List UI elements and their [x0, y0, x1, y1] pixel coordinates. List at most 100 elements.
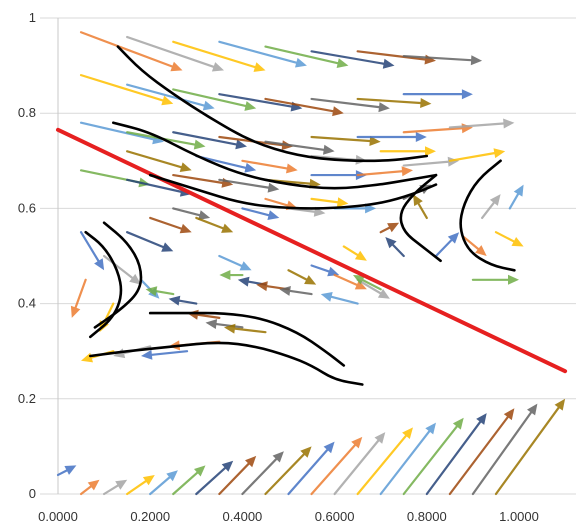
vector-arrow — [310, 436, 363, 496]
vector-arrow — [310, 50, 395, 69]
vector-arrow — [379, 422, 436, 496]
vector-arrow — [126, 35, 224, 72]
trajectory-curve — [148, 311, 346, 367]
vector-arrow — [172, 131, 247, 150]
vector-arrow — [79, 74, 174, 106]
vector-arrow — [187, 309, 221, 320]
vector-arrow — [172, 207, 211, 220]
gridlines — [40, 17, 576, 495]
vector-arrow — [79, 169, 151, 188]
vector-arrow — [279, 286, 313, 296]
vector-arrow — [102, 479, 128, 496]
vector-arrow — [241, 159, 298, 174]
vector-arrow — [481, 194, 501, 220]
vector-arrow — [508, 184, 524, 210]
vector-arrow — [402, 417, 464, 496]
vector-arrow — [462, 235, 487, 256]
vector-arrow — [379, 222, 400, 234]
reference-line-layer — [56, 127, 568, 374]
vector-arrow — [56, 465, 77, 477]
vector-arrow — [342, 245, 367, 261]
vector-arrow — [402, 123, 473, 134]
vector-arrow — [353, 275, 382, 291]
vector-arrow — [241, 451, 284, 496]
reference-line — [56, 127, 568, 374]
vector-arrow — [494, 398, 566, 496]
vector-arrow — [195, 460, 234, 496]
trajectory-curve — [116, 45, 429, 163]
vector-arrow — [402, 54, 483, 66]
vector-arrow — [205, 319, 244, 329]
vector-arrow — [126, 150, 192, 172]
vector-arrow — [241, 207, 280, 220]
trajectory-curve — [148, 173, 438, 210]
vector-arrow — [448, 118, 515, 129]
vector-arrow — [356, 427, 413, 496]
vector-arrow — [333, 432, 386, 496]
vector-arrow — [494, 231, 524, 247]
x-tick-label: 0.0000 — [38, 509, 78, 524]
y-tick-label: 0.2 — [18, 391, 36, 406]
vector-arrow — [402, 89, 473, 100]
vector-arrow — [70, 278, 87, 318]
vector-arrow — [102, 254, 141, 285]
vector-arrow — [287, 269, 317, 285]
y-tick-label: 1 — [29, 10, 36, 25]
vector-arrow — [425, 413, 487, 496]
vector-arrow — [287, 441, 335, 496]
vector-arrow — [356, 166, 413, 177]
vector-arrow — [320, 292, 359, 305]
x-tick-label: 0.8000 — [407, 509, 447, 524]
vector-arrow — [385, 237, 405, 258]
vector-arrow — [310, 264, 340, 277]
vector-arrow — [172, 40, 266, 72]
vector-arrow — [79, 231, 105, 271]
trajectory-curve — [459, 159, 516, 272]
vector-arrows — [56, 31, 566, 496]
vector-arrow — [379, 146, 436, 157]
vector-arrow — [310, 197, 349, 208]
vector-arrow — [310, 97, 390, 113]
vector-arrow — [356, 132, 427, 142]
x-tick-label: 1.0000 — [499, 509, 539, 524]
vector-arrow — [79, 31, 183, 72]
vector-arrow — [195, 216, 234, 233]
vector-arrow — [126, 83, 215, 111]
vector-arrow — [356, 97, 432, 108]
vector-arrow — [172, 465, 206, 496]
vector-arrow — [126, 231, 174, 252]
vector-arrow — [126, 475, 155, 496]
vector-arrow — [172, 88, 257, 111]
vector-arrow — [264, 45, 349, 68]
vector-arrow — [448, 148, 506, 162]
vector-arrow — [413, 194, 428, 220]
vector-arrow — [218, 178, 280, 193]
trajectory-curve — [112, 121, 438, 190]
vector-arrow — [264, 97, 344, 117]
trajectory-curve — [93, 221, 143, 329]
vector-arrow — [145, 286, 175, 297]
vector-arrow — [141, 349, 189, 360]
vector-arrow — [79, 479, 100, 496]
y-tick-label: 0.8 — [18, 105, 36, 120]
trajectory-curves — [84, 45, 516, 386]
vector-arrow — [434, 232, 460, 258]
trajectory-curve — [89, 341, 364, 386]
y-tick-labels: 0 0.2 0.4 0.6 0.8 1 — [18, 10, 36, 501]
vector-arrow — [333, 273, 367, 290]
y-tick-label: 0 — [29, 486, 36, 501]
vector-arrow — [402, 156, 460, 167]
y-tick-label: 0.4 — [18, 296, 36, 311]
vector-arrow — [471, 274, 519, 285]
x-tick-label: 0.2000 — [130, 509, 170, 524]
vector-arrow — [471, 403, 538, 496]
vector-arrow — [224, 323, 267, 334]
vector-arrow — [448, 408, 515, 496]
vector-arrow — [310, 135, 381, 146]
vector-arrow — [218, 40, 307, 68]
y-tick-label: 0.6 — [18, 200, 36, 215]
trajectory-curve — [84, 230, 123, 339]
x-tick-labels: 0.0000 0.2000 0.4000 0.6000 0.8000 1.0000 — [38, 509, 539, 524]
vector-arrow — [168, 295, 198, 306]
